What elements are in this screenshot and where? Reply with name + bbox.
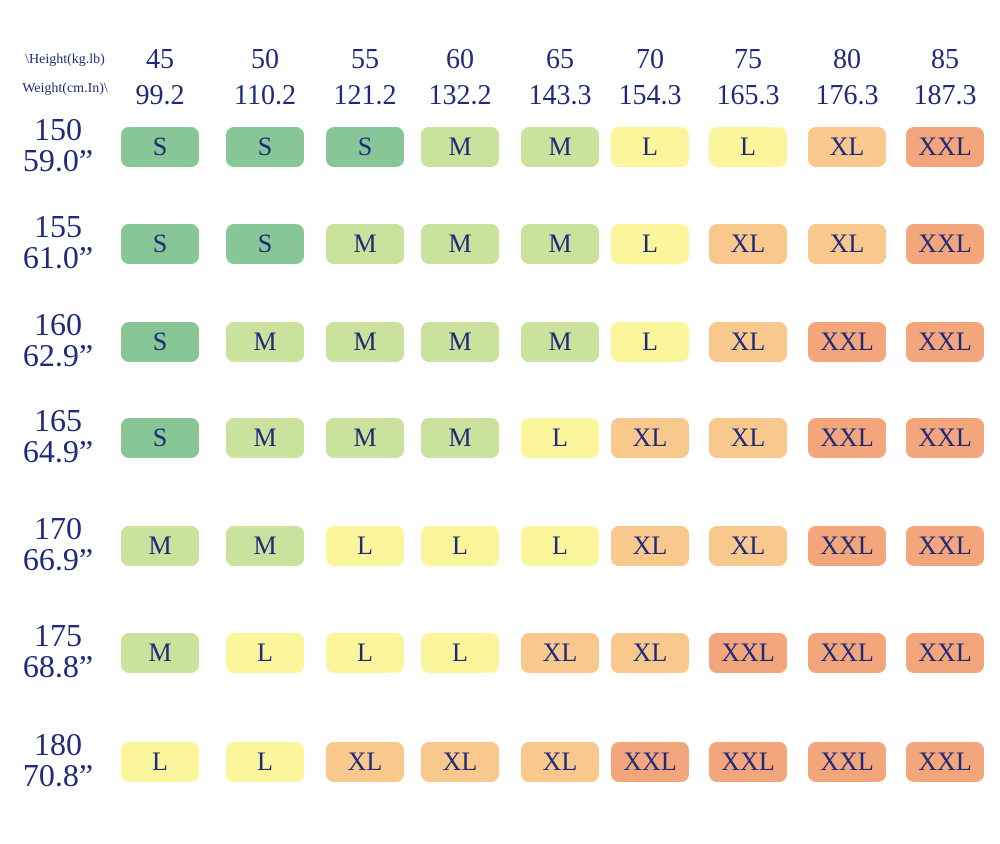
height-in: 70.8” — [22, 757, 94, 793]
size-cell: XL — [808, 224, 886, 264]
size-cell: L — [421, 633, 499, 673]
height-cm: 180 — [34, 726, 82, 762]
size-cell: M — [226, 322, 304, 362]
size-cell: M — [421, 418, 499, 458]
size-cell: M — [226, 418, 304, 458]
size-cell: L — [521, 526, 599, 566]
size-cell: XL — [521, 742, 599, 782]
size-cell: XXL — [906, 418, 984, 458]
size-cell: XXL — [808, 418, 886, 458]
size-cell: M — [421, 224, 499, 264]
size-cell: XL — [709, 224, 787, 264]
size-cell: M — [326, 418, 404, 458]
size-cell: L — [709, 127, 787, 167]
size-cell: M — [121, 633, 199, 673]
height-cm: 165 — [34, 402, 82, 438]
size-cell: XXL — [906, 224, 984, 264]
weight-lb: 165.3 — [716, 80, 780, 111]
size-cell: XXL — [906, 322, 984, 362]
size-cell: XL — [709, 526, 787, 566]
height-in: 61.0” — [22, 239, 94, 275]
size-cell: XXL — [808, 633, 886, 673]
size-cell: L — [121, 742, 199, 782]
size-cell: M — [226, 526, 304, 566]
size-cell: S — [121, 322, 199, 362]
size-cell: S — [121, 224, 199, 264]
size-cell: XXL — [808, 526, 886, 566]
size-cell: XXL — [709, 633, 787, 673]
size-cell: M — [121, 526, 199, 566]
size-cell: L — [611, 322, 689, 362]
size-cell: L — [611, 224, 689, 264]
weight-lb: 143.3 — [528, 80, 592, 111]
size-cell: XL — [521, 633, 599, 673]
size-cell: S — [121, 418, 199, 458]
size-cell: M — [326, 322, 404, 362]
weight-kg: 80 — [833, 44, 861, 75]
size-cell: S — [121, 127, 199, 167]
size-cell: M — [521, 322, 599, 362]
weight-kg: 55 — [351, 44, 379, 75]
size-cell: L — [521, 418, 599, 458]
size-cell: L — [226, 742, 304, 782]
size-cell: XL — [611, 526, 689, 566]
weight-lb: 154.3 — [618, 80, 682, 111]
size-cell: XL — [326, 742, 404, 782]
size-cell: S — [226, 224, 304, 264]
weight-kg: 85 — [931, 44, 959, 75]
weight-kg: 65 — [546, 44, 574, 75]
size-cell: L — [226, 633, 304, 673]
size-cell: M — [521, 224, 599, 264]
size-cell: XL — [709, 418, 787, 458]
weight-lb: 110.2 — [234, 80, 296, 111]
weight-kg: 70 — [636, 44, 664, 75]
height-in: 64.9” — [22, 433, 94, 469]
size-cell: XXL — [906, 526, 984, 566]
corner-label: Weight(cm.In)\ — [22, 81, 108, 96]
height-cm: 175 — [34, 617, 82, 653]
height-in: 59.0” — [22, 142, 94, 178]
size-cell: M — [521, 127, 599, 167]
size-cell: XXL — [808, 742, 886, 782]
size-cell: L — [421, 526, 499, 566]
weight-kg: 75 — [734, 44, 762, 75]
size-cell: L — [611, 127, 689, 167]
size-cell: S — [226, 127, 304, 167]
size-cell: XL — [808, 127, 886, 167]
weight-kg: 50 — [251, 44, 279, 75]
weight-lb: 176.3 — [815, 80, 879, 111]
height-in: 68.8” — [22, 648, 94, 684]
weight-kg: 45 — [146, 44, 174, 75]
size-cell: XL — [611, 418, 689, 458]
height-cm: 150 — [34, 111, 82, 147]
weight-lb: 99.2 — [135, 80, 185, 111]
size-cell: XXL — [906, 127, 984, 167]
weight-lb: 121.2 — [333, 80, 397, 111]
size-cell: XL — [421, 742, 499, 782]
size-cell: S — [326, 127, 404, 167]
size-cell: XL — [611, 633, 689, 673]
size-cell: XXL — [906, 742, 984, 782]
height-cm: 160 — [34, 306, 82, 342]
corner-label: \Height(kg.lb) — [25, 52, 105, 67]
size-cell: XXL — [709, 742, 787, 782]
size-cell: XXL — [906, 633, 984, 673]
size-cell: XXL — [611, 742, 689, 782]
weight-kg: 60 — [446, 44, 474, 75]
weight-lb: 132.2 — [428, 80, 492, 111]
size-cell: L — [326, 633, 404, 673]
size-cell: M — [421, 127, 499, 167]
size-cell: XL — [709, 322, 787, 362]
height-cm: 170 — [34, 510, 82, 546]
height-in: 66.9” — [22, 541, 94, 577]
size-cell: XXL — [808, 322, 886, 362]
size-cell: L — [326, 526, 404, 566]
weight-lb: 187.3 — [913, 80, 977, 111]
size-cell: M — [421, 322, 499, 362]
height-cm: 155 — [34, 208, 82, 244]
height-in: 62.9” — [22, 337, 94, 373]
size-cell: M — [326, 224, 404, 264]
